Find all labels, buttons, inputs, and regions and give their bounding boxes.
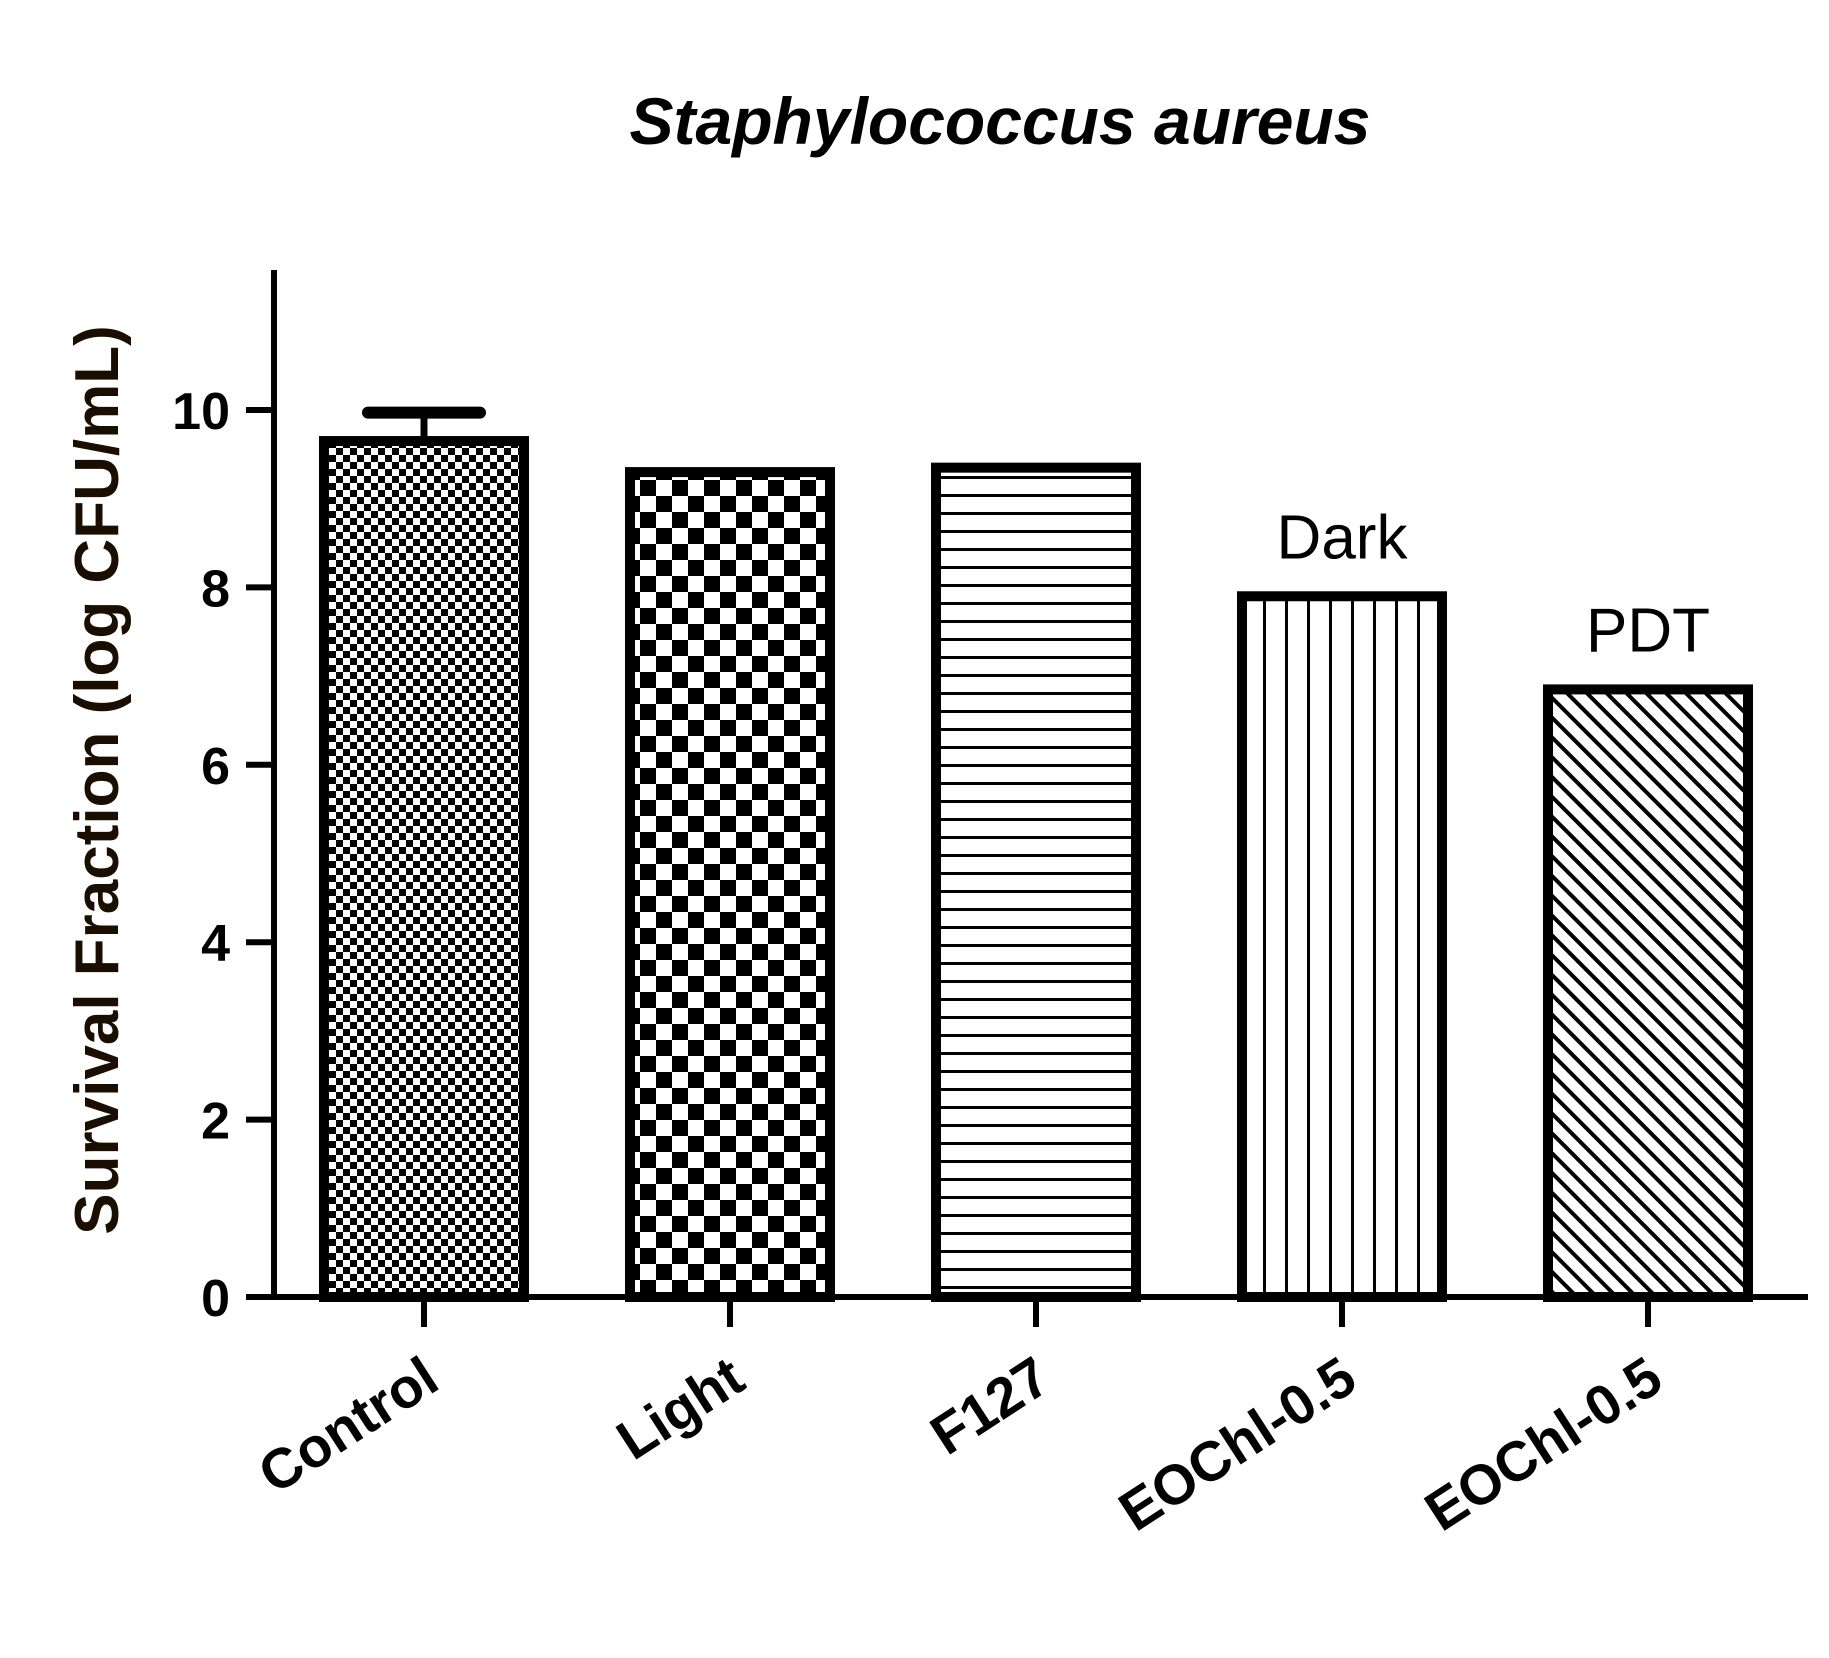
y-tick-label: 6 [201, 738, 230, 796]
y-tick-label: 4 [201, 915, 230, 973]
y-tick-label: 2 [201, 1093, 230, 1151]
chart-title: Staphylococcus aureus [630, 84, 1371, 158]
bar-2 [931, 462, 1141, 1302]
annotations-layer: Dark PDT [1277, 503, 1710, 665]
x-category-label: Control [247, 1344, 448, 1505]
annotation-dark: Dark [1277, 503, 1409, 572]
y-tick-label: 10 [172, 383, 230, 441]
y-tick-label: 0 [201, 1270, 230, 1328]
annotation-pdt: PDT [1586, 596, 1710, 665]
x-categories-layer: Control Light F127 EOChl-0.5 EOChl-0.5 [247, 1344, 1672, 1543]
bar-1 [625, 467, 835, 1302]
bar-3 [1237, 591, 1447, 1302]
y-axis-label: Survival Fraction (log CFU/mL) [63, 325, 132, 1234]
x-category-label: F127 [919, 1344, 1060, 1466]
x-category-label: EOChl-0.5 [1108, 1344, 1367, 1543]
y-tick-label: 8 [201, 560, 230, 618]
bars-layer [319, 406, 1753, 1327]
bar-0 [319, 436, 529, 1303]
bar-4 [1543, 684, 1753, 1302]
y-ticks-layer: 0 2 4 6 8 10 [172, 383, 274, 1328]
x-category-label: EOChl-0.5 [1414, 1344, 1673, 1543]
x-category-label: Light [605, 1344, 754, 1471]
